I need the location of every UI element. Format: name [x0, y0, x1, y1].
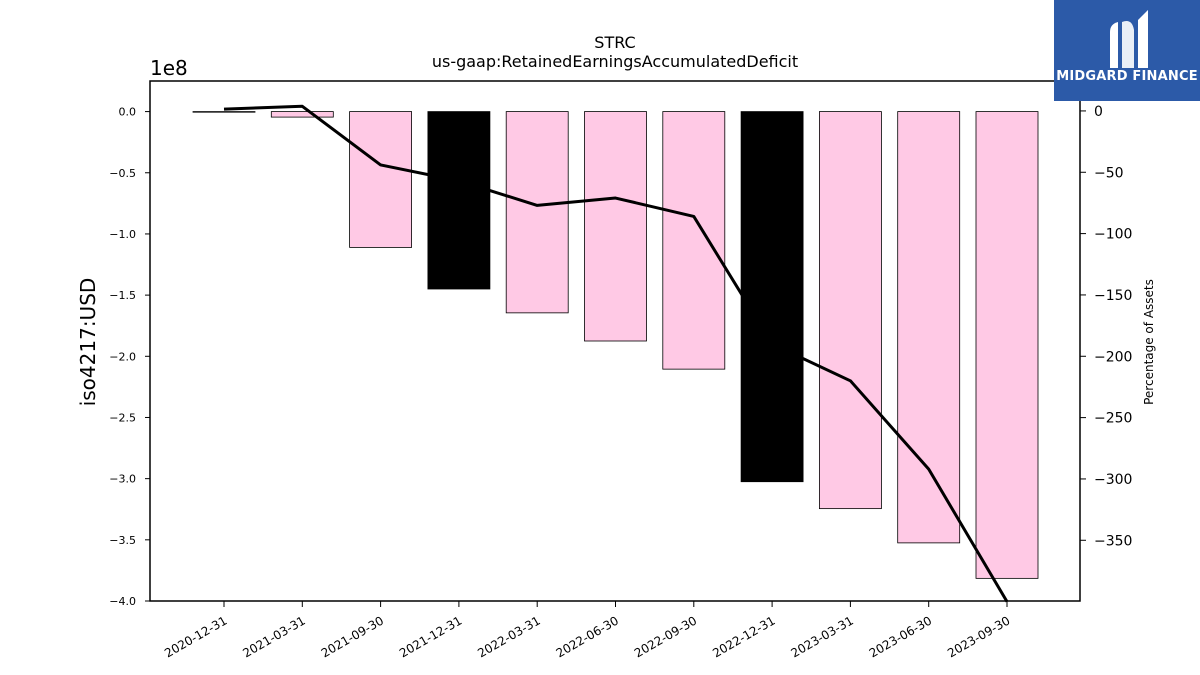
- y-tick-label: −3.0: [109, 473, 136, 486]
- x-tick-label: 2022-12-31: [710, 613, 777, 660]
- y2-tick-label: −200: [1094, 349, 1132, 365]
- x-tick-label: 2022-09-30: [632, 613, 699, 660]
- y-tick-label: −2.5: [109, 411, 136, 424]
- y2-tick-label: −300: [1094, 472, 1132, 488]
- bar-2022-09-30: [662, 111, 726, 370]
- y2-tick-label: 0: [1094, 104, 1103, 120]
- bar-2022-12-31: [740, 111, 804, 483]
- y-axis-label: iso4217:USD: [76, 277, 100, 407]
- chart-title: STRC: [594, 33, 636, 52]
- y-tick-label: 0.0: [119, 106, 137, 119]
- brand-name: MIDGARD FINANCE: [1056, 69, 1198, 84]
- y2-tick-label: −100: [1094, 227, 1132, 243]
- x-tick-label: 2020-12-31: [162, 613, 229, 660]
- y2-tick-label: −350: [1094, 533, 1132, 549]
- bar-2023-03-31: [819, 111, 882, 510]
- y-tick-label: −1.5: [109, 289, 136, 302]
- y2-tick-label: −150: [1094, 288, 1132, 304]
- y-tick-label: −1.0: [109, 228, 136, 241]
- ratio-line-group: [223, 104, 1009, 603]
- y2-tick-label: −50: [1094, 165, 1124, 181]
- y-tick-label: −0.5: [109, 167, 136, 180]
- bars-group: [192, 111, 1039, 579]
- y2-tick-label: −250: [1094, 411, 1132, 427]
- y2-axis-label: Percentage of Assets: [1142, 279, 1156, 405]
- bar-2023-06-30: [897, 111, 961, 544]
- bar-2023-09-30: [975, 111, 1039, 579]
- bar-2021-09-30: [349, 111, 413, 248]
- y-tick-label: −3.5: [109, 534, 136, 547]
- x-tick-label: 2021-12-31: [397, 613, 464, 660]
- x-tick-label: 2023-06-30: [867, 613, 934, 660]
- x-tick-label: 2023-03-31: [788, 613, 855, 660]
- bar-2022-03-31: [505, 111, 569, 314]
- bar-2021-12-31: [427, 111, 491, 290]
- y-tick-label: −2.0: [109, 350, 136, 363]
- brand-logo: MIDGARD FINANCE: [1054, 0, 1200, 101]
- y-tick-label: −4.0: [109, 595, 136, 608]
- x-tick-label: 2021-09-30: [319, 613, 386, 660]
- bar-2020-12-31: [192, 111, 256, 113]
- x-tick-label: 2022-03-31: [475, 613, 542, 660]
- x-tick-label: 2022-06-30: [554, 613, 621, 660]
- logo-mark-icon: [1110, 10, 1148, 68]
- ratio-line: [223, 104, 1009, 603]
- chart-subtitle: us-gaap:RetainedEarningsAccumulatedDefic…: [431, 52, 799, 71]
- y-axis-offset-label: 1e8: [150, 56, 188, 80]
- x-tick-label: 2021-03-31: [240, 613, 307, 660]
- bar-2022-06-30: [584, 111, 647, 342]
- bar-2021-03-31: [270, 111, 334, 118]
- x-tick-label: 2023-09-30: [945, 613, 1012, 660]
